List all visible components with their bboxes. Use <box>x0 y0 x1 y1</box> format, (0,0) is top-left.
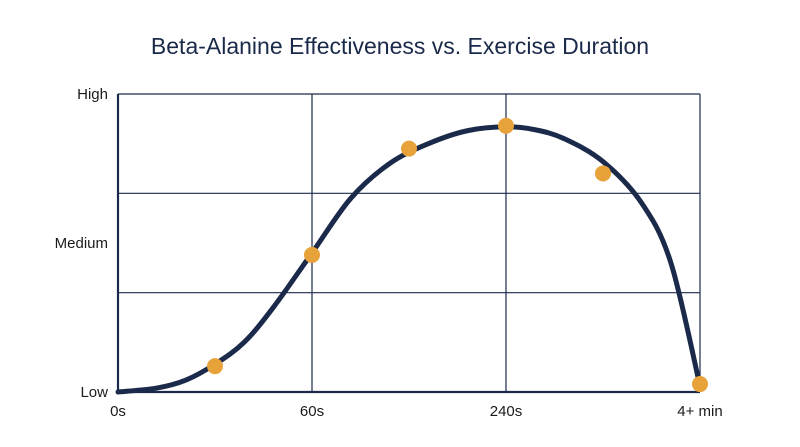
data-point-marker <box>304 246 320 263</box>
series <box>115 124 703 395</box>
x-tick-label: 240s <box>490 403 523 420</box>
y-tick-label: Medium <box>55 235 108 252</box>
data-point-marker <box>207 358 223 375</box>
data-point-marker <box>595 165 611 182</box>
y-tick-label: Low <box>80 384 108 401</box>
axes <box>116 94 700 394</box>
grid <box>118 93 701 392</box>
x-tick-label: 4+ min <box>677 403 722 420</box>
y-tick-label: High <box>77 86 108 103</box>
markers <box>207 117 708 393</box>
tick-labels: 0s 60s 240s 4+ min Low Medium High <box>55 86 723 420</box>
x-tick-label: 0s <box>110 403 126 420</box>
series-line <box>115 124 703 395</box>
chart-title: Beta-Alanine Effectiveness vs. Exercise … <box>150 33 650 59</box>
x-tick-label: 60s <box>300 403 324 420</box>
data-point-marker <box>401 140 417 157</box>
data-point-marker <box>692 376 708 393</box>
data-point-marker <box>498 117 514 134</box>
